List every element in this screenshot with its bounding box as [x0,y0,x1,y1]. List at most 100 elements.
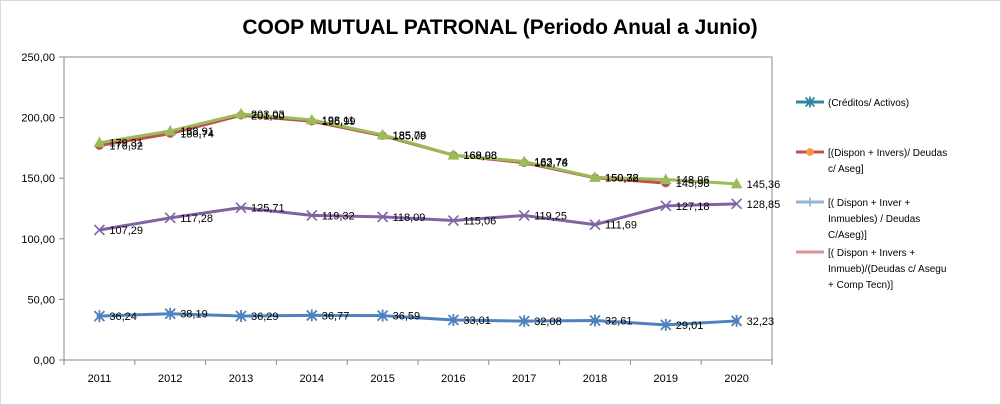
data-point [805,197,815,207]
data-label: 179,31 [109,138,143,150]
data-point [447,214,459,227]
data-label: 117,28 [180,213,213,225]
series-layer [93,107,743,331]
data-label: 125,71 [251,203,285,215]
data-point [305,113,318,125]
data-label: 150,38 [605,173,639,185]
data-point [731,198,743,210]
x-tick-label: 2020 [724,373,748,385]
data-label: 163,74 [534,157,568,169]
data-label: 36,77 [322,310,350,322]
legend-label: [( Dispon + Inver + [828,198,910,209]
data-label: 119,25 [534,210,567,222]
data-point-core [167,310,173,317]
data-label: 185,09 [393,131,427,143]
legend-item-2: [(Dispon + Invers)/ Deudas c/ Aseg] [796,148,947,175]
data-point [93,224,105,236]
legend-label: [(Dispon + Invers)/ Deudas [828,148,947,159]
data-label: 38,19 [180,309,208,321]
data-point-core [238,313,244,319]
y-tick-label: 100,00 [21,234,55,246]
data-point [660,200,672,212]
data-point [806,148,814,156]
chart-title: COOP MUTUAL PATRONAL (Periodo Anual a Ju… [242,16,757,39]
data-point-core [663,322,669,328]
data-label: 188,91 [180,126,214,138]
data-labels: 36,24 38,19 36,29 36,77 36,59 33,01 32,08 32,61… [109,109,780,332]
x-tick-label: 2019 [654,373,678,385]
data-label: 201,90 [251,110,285,122]
x-tick-label: 2017 [512,373,536,385]
data-label: 127,18 [676,201,710,213]
data-label: 36,59 [393,311,421,323]
data-label: 29,01 [676,320,704,332]
data-point [377,211,389,223]
data-point [235,107,247,119]
data-point [589,171,601,182]
data-point [376,128,389,140]
x-tick-label: 2018 [583,373,607,385]
data-label: 32,08 [534,316,562,328]
data-point-core [521,318,527,324]
data-point [164,212,176,224]
data-point-core [379,312,386,319]
data-label: 169,08 [463,150,497,162]
data-label: 185,78 [393,130,427,142]
data-point-core [807,99,813,105]
y-tick-label: 0,00 [34,355,55,367]
data-label: 196,99 [322,116,356,128]
data-label: 145,98 [676,178,710,190]
data-label: 119,32 [322,210,355,222]
series-line [99,112,737,186]
data-label: 107,29 [109,225,143,237]
data-label: 115,06 [463,216,496,228]
data-label: 32,61 [605,315,633,327]
data-label: 203,03 [251,109,285,121]
legend-label: (Créditos/ Activos) [828,98,909,109]
data-point-core [592,317,598,324]
data-point [235,202,247,214]
data-label: 162,78 [534,158,568,170]
data-label: 36,29 [251,311,279,323]
x-tick-label: 2015 [370,373,394,385]
data-point [93,136,106,148]
data-point [589,219,601,231]
series-line [99,202,737,232]
x-tick-label: 2013 [229,373,253,385]
legend: (Créditos/ Activos) [(Dispon + Invers)/ D… [796,96,947,291]
data-point [730,177,743,189]
data-label: 36,24 [109,311,137,323]
data-point [447,149,460,160]
data-label: 128,85 [747,199,781,211]
legend-item-3: [( Dispon + Inver + Inmuebles) / Deudas C/… [796,197,920,241]
x-tick-label: 2016 [441,373,465,385]
x-tick-label: 2011 [88,373,112,385]
data-point [164,125,177,136]
data-point-core [309,312,315,319]
data-label: 186,74 [180,129,214,141]
data-label: 150,72 [605,172,639,184]
data-label: 32,23 [747,316,775,328]
legend-label: c/ Aseg] [828,164,864,175]
data-label: 118,09 [393,212,426,224]
series-1 [93,307,743,331]
series-4 [93,198,743,236]
legend-label: + Comp Tecn)] [828,280,893,291]
series-3 [93,107,743,189]
series-line [99,312,737,327]
legend-label: Inmueb)/(Deudas c/ Asegu [828,264,946,275]
data-point [518,209,530,222]
data-label: 33,01 [463,315,491,327]
legend-label: C/Aseg)] [828,230,867,241]
data-label: 176,92 [109,141,143,153]
data-label: 145,36 [747,179,781,191]
data-point [518,155,531,167]
data-point-core [733,318,740,324]
y-tick-label: 50,00 [27,294,55,306]
data-point [659,173,672,184]
data-point-core [450,317,457,323]
data-label: 111,69 [605,220,637,232]
